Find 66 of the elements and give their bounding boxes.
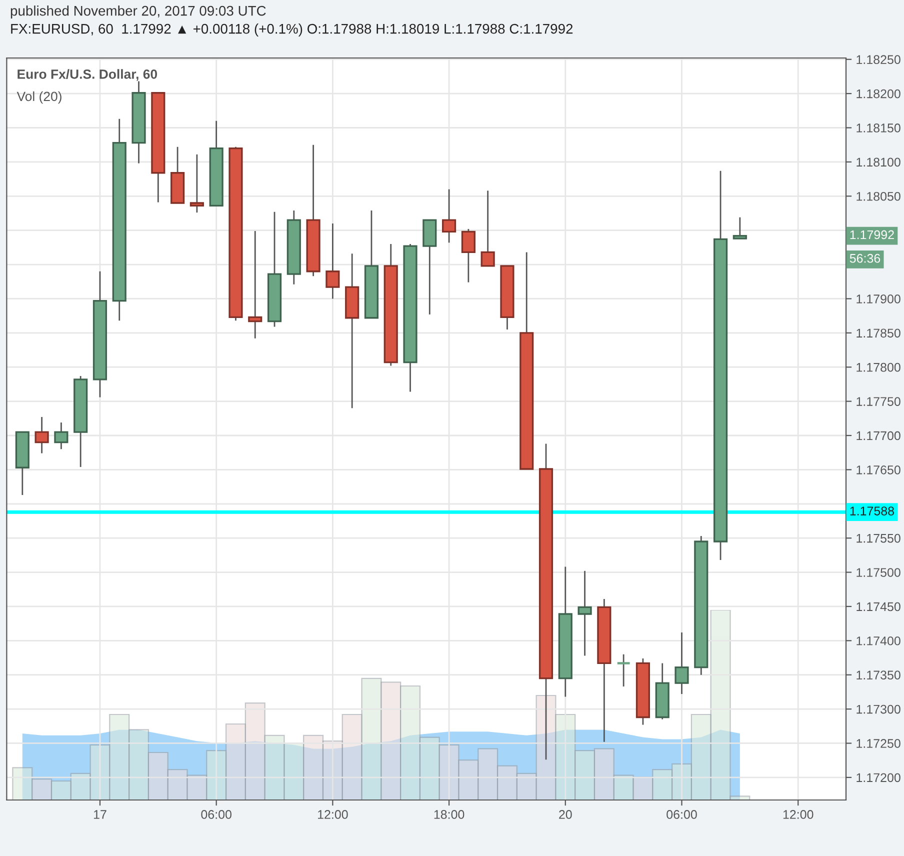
y-tick-label: 1.17650: [856, 465, 900, 474]
y-tick-label: 1.18150: [856, 124, 900, 132]
candlestick: [34, 416, 49, 454]
candlestick: [190, 154, 204, 214]
y-tick-label: 1.17750: [856, 397, 900, 406]
y-tick-label: 1.18250: [856, 55, 900, 64]
y-tick-label: 1.18050: [856, 192, 900, 201]
chart-title: published November 20, 2017 09:03 UTC: [10, 6, 266, 18]
x-tick-label: 17: [94, 810, 106, 819]
bar: [400, 685, 421, 800]
bar: [496, 765, 518, 800]
bar: [419, 736, 440, 800]
y-tick-label: 1.17450: [856, 602, 900, 612]
bar: [12, 767, 33, 800]
candlestick: [248, 230, 262, 340]
candlestick: [461, 228, 476, 284]
bar: [361, 678, 382, 800]
bar: [128, 729, 150, 800]
x-tick-label: 12:00: [318, 810, 348, 819]
annotation: Vol (20): [16, 91, 62, 104]
chart-subtitle: FX:EURUSD, 60 1.17992 ▲ +0.00118 (+0.1%) O:1.17988 H:1.18019 L:1.17988 C:1.17992: [11, 24, 573, 36]
bar: [32, 778, 52, 800]
candlestick: [442, 188, 456, 244]
bar: [244, 702, 266, 800]
text: 56:36: [850, 254, 880, 263]
candlestick: [54, 422, 68, 450]
candlestick: [326, 222, 340, 300]
y-tick-label: 1.17700: [856, 431, 900, 440]
y-tick-label: 1.17550: [856, 534, 900, 543]
bar: [50, 780, 72, 800]
candlestick: [480, 190, 495, 267]
y-tick-label: 1.17300: [856, 704, 900, 714]
y-tick-label: 1.17200: [856, 773, 900, 782]
bar: [574, 750, 596, 800]
y-tick-label: 1.17850: [856, 328, 900, 338]
candlestick: [674, 632, 689, 695]
bar: [380, 682, 402, 800]
bar: [478, 748, 498, 800]
y-tick-label: 1.17400: [856, 636, 900, 646]
y-tick-label: 1.18200: [856, 89, 900, 98]
y-tick-label: 1.17800: [856, 362, 900, 372]
bar: [690, 714, 712, 800]
x-tick-label: 20: [559, 810, 572, 819]
y-tick-label: 1.17350: [856, 670, 900, 680]
bar: [730, 796, 750, 800]
bar: [710, 610, 731, 800]
bar: [148, 752, 168, 800]
text: 1.17992: [850, 230, 894, 240]
bar: [109, 714, 130, 800]
annotation: Euro Fx/U.S. Dollar, 60: [18, 69, 158, 81]
x-tick-label: 06:00: [666, 810, 697, 819]
candlestick: [732, 216, 747, 240]
y-tick-label: 1.17900: [856, 294, 900, 304]
bar: [225, 723, 246, 800]
x-tick-label: 18:00: [434, 810, 464, 819]
bar: [594, 748, 614, 800]
candlestick: [578, 570, 592, 656]
x-tick-label: 12:00: [783, 810, 814, 819]
bar: [303, 734, 324, 800]
y-tick-label: 1.17500: [856, 568, 900, 577]
bar: [458, 760, 479, 800]
x-tick-label: 06:00: [201, 810, 232, 819]
candlestick: [616, 654, 631, 688]
ref-line-label: 1.17588: [850, 506, 894, 516]
y-tick-label: 1.17250: [856, 739, 900, 748]
y-tick-label: 1.18100: [856, 158, 900, 167]
